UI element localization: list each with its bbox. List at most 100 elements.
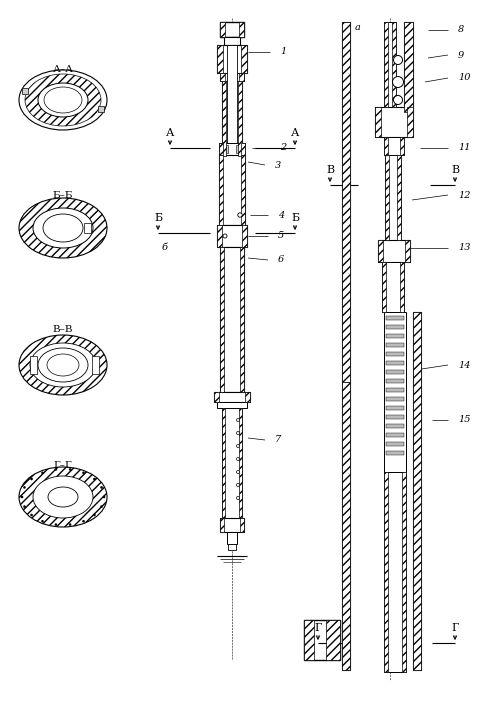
Text: 10: 10 xyxy=(458,74,471,82)
Bar xyxy=(386,334,404,338)
Circle shape xyxy=(237,471,240,474)
Circle shape xyxy=(23,486,26,488)
Bar xyxy=(220,518,244,532)
Text: 3: 3 xyxy=(275,160,281,170)
Bar xyxy=(382,262,404,312)
Bar xyxy=(236,145,241,153)
Text: 8: 8 xyxy=(458,26,464,35)
Bar xyxy=(222,408,242,518)
Bar xyxy=(405,240,410,262)
Circle shape xyxy=(41,520,44,523)
Text: a: a xyxy=(355,23,361,33)
Bar xyxy=(386,343,404,347)
Bar xyxy=(386,352,404,356)
Bar xyxy=(220,73,225,81)
Bar xyxy=(342,382,350,670)
Text: 5: 5 xyxy=(278,231,284,241)
Bar xyxy=(84,223,91,233)
Bar xyxy=(386,361,404,365)
Bar xyxy=(238,81,242,156)
Bar xyxy=(386,325,404,329)
Circle shape xyxy=(237,432,240,435)
Circle shape xyxy=(93,514,96,516)
Ellipse shape xyxy=(33,208,93,248)
Bar xyxy=(30,356,37,374)
Bar xyxy=(386,424,404,428)
Bar xyxy=(219,143,223,155)
Ellipse shape xyxy=(30,343,96,387)
Circle shape xyxy=(100,506,103,508)
Bar xyxy=(227,532,237,544)
Bar xyxy=(227,45,237,325)
Bar xyxy=(217,45,223,73)
Ellipse shape xyxy=(19,70,107,130)
Bar xyxy=(239,22,244,37)
Bar xyxy=(384,312,406,472)
Bar xyxy=(220,247,244,392)
Bar xyxy=(404,22,413,112)
Bar xyxy=(241,143,245,155)
Bar xyxy=(384,137,388,155)
Text: 15: 15 xyxy=(458,415,471,425)
Bar xyxy=(224,37,240,45)
Circle shape xyxy=(55,523,57,526)
Text: В: В xyxy=(326,165,334,175)
Bar xyxy=(228,544,236,550)
Bar xyxy=(400,137,404,155)
Circle shape xyxy=(23,506,26,508)
Bar xyxy=(385,155,401,240)
Bar xyxy=(222,408,225,518)
Bar xyxy=(378,240,383,262)
Text: А: А xyxy=(166,128,174,138)
Text: 11: 11 xyxy=(458,143,471,153)
Text: б: б xyxy=(162,244,168,253)
Bar xyxy=(386,433,404,437)
Circle shape xyxy=(93,478,96,480)
Text: 4: 4 xyxy=(278,210,284,219)
Bar xyxy=(220,22,225,37)
Ellipse shape xyxy=(48,487,78,507)
Bar xyxy=(240,518,244,532)
Text: Г: Г xyxy=(451,623,459,633)
Ellipse shape xyxy=(25,74,101,126)
Bar xyxy=(342,22,350,382)
Text: Б: Б xyxy=(154,213,162,223)
Circle shape xyxy=(69,523,71,526)
Bar xyxy=(220,518,224,532)
Circle shape xyxy=(392,77,404,87)
Bar xyxy=(241,45,247,73)
Bar xyxy=(222,81,242,156)
Text: 6: 6 xyxy=(278,256,284,265)
Bar xyxy=(239,73,244,81)
Bar xyxy=(384,472,406,672)
Bar xyxy=(375,107,413,137)
Ellipse shape xyxy=(38,83,88,117)
Bar xyxy=(375,107,381,137)
Bar xyxy=(98,106,104,112)
Bar xyxy=(386,397,404,401)
Circle shape xyxy=(82,471,85,474)
Bar xyxy=(342,382,350,670)
Text: 12: 12 xyxy=(458,190,471,200)
Bar xyxy=(413,312,421,670)
Bar xyxy=(378,240,410,262)
Text: А–А: А–А xyxy=(53,65,73,75)
Text: 2: 2 xyxy=(280,143,286,153)
Bar xyxy=(342,22,350,382)
Bar xyxy=(239,408,242,518)
Text: В: В xyxy=(451,165,459,175)
Bar xyxy=(407,107,413,137)
Circle shape xyxy=(393,55,402,65)
Bar xyxy=(214,392,219,402)
Circle shape xyxy=(237,484,240,486)
Circle shape xyxy=(237,444,240,447)
Ellipse shape xyxy=(44,87,82,113)
Ellipse shape xyxy=(33,476,93,518)
Bar xyxy=(220,247,224,392)
Bar xyxy=(386,406,404,410)
Bar xyxy=(413,312,421,670)
Bar xyxy=(240,247,244,392)
Text: Г–Г: Г–Г xyxy=(54,461,72,469)
Bar xyxy=(386,442,404,446)
Ellipse shape xyxy=(19,198,107,258)
